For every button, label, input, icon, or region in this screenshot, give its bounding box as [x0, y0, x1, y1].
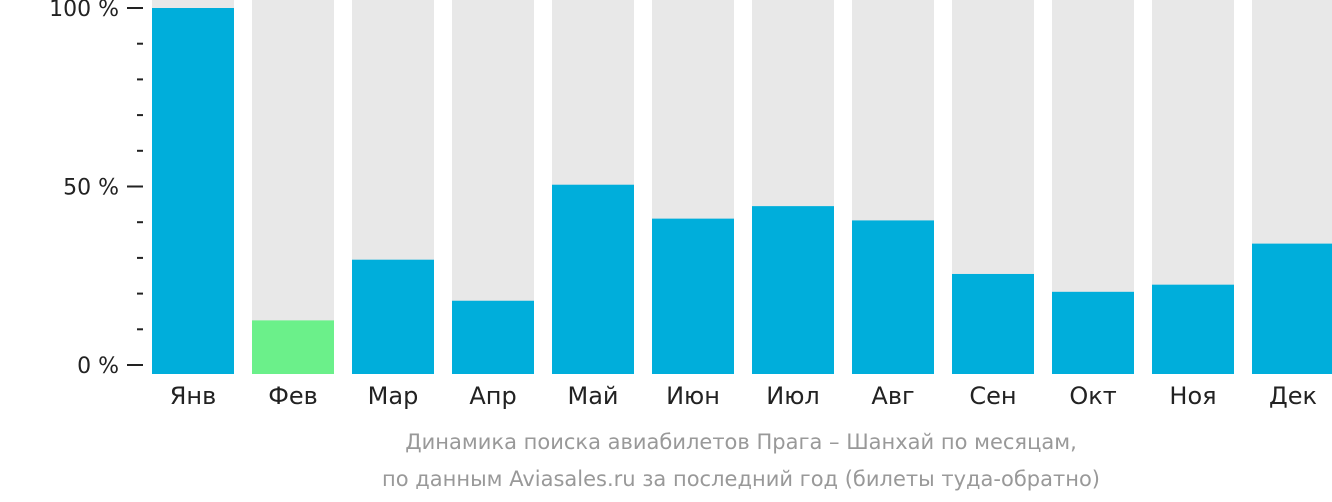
- x-tick-label: Ноя: [1169, 382, 1216, 410]
- x-tick-label: Май: [567, 382, 618, 410]
- x-axis-labels: Янв Фев Мар Апр Май Июн Июл Авг Сен Окт Ноя Дек: [170, 382, 1317, 410]
- bar: [352, 259, 434, 374]
- x-tick-label: Июл: [766, 382, 820, 410]
- bar: [1152, 284, 1234, 374]
- y-tick-label: 50 %: [63, 176, 119, 201]
- bar: [452, 300, 534, 374]
- bar: [552, 184, 634, 374]
- bar: [252, 320, 334, 374]
- x-tick-label: Янв: [170, 382, 217, 410]
- x-tick-label: Сен: [969, 382, 1016, 410]
- bar: [952, 273, 1034, 374]
- x-tick-label: Фев: [268, 382, 318, 410]
- bar-background: [252, 0, 334, 374]
- x-tick-label: Апр: [469, 382, 516, 410]
- bar: [152, 8, 234, 374]
- x-tick-label: Дек: [1269, 382, 1317, 410]
- chart-caption-line-1: Динамика поиска авиабилетов Прага – Шанх…: [405, 430, 1077, 454]
- chart-caption-line-2: по данным Aviasales.ru за последний год …: [382, 467, 1100, 491]
- x-tick-label: Авг: [871, 382, 914, 410]
- bar-chart: 0 % 50 % 100 % Янв Фев Мар Апр Май Июн Июл Авг Сен…: [49, 0, 1332, 410]
- y-tick-label: 100 %: [49, 0, 119, 22]
- bar: [752, 206, 834, 374]
- bars: [152, 0, 1332, 374]
- bar: [852, 220, 934, 374]
- bar: [652, 218, 734, 374]
- bar: [1252, 243, 1332, 374]
- x-tick-label: Мар: [368, 382, 419, 410]
- bar: [1052, 291, 1134, 374]
- y-tick-label: 0 %: [77, 354, 119, 379]
- y-axis: 0 % 50 % 100 %: [49, 0, 143, 379]
- x-tick-label: Окт: [1069, 382, 1116, 410]
- x-tick-label: Июн: [666, 382, 720, 410]
